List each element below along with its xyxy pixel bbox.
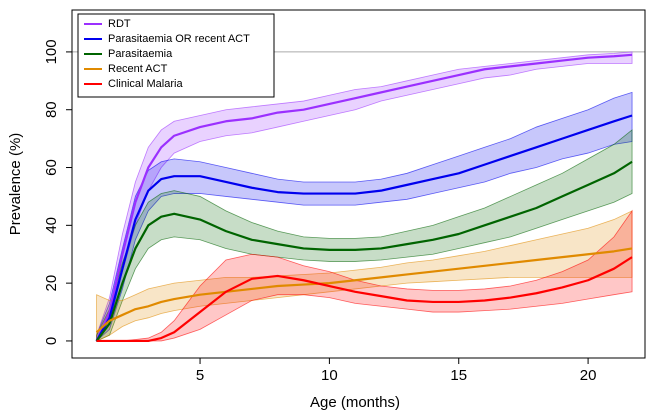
series-line bbox=[95, 247, 633, 334]
legend-label: Recent ACT bbox=[108, 63, 168, 75]
y-tick-label: 80 bbox=[43, 101, 60, 118]
y-tick-label: 100 bbox=[43, 39, 60, 64]
x-tick-label: 20 bbox=[580, 367, 597, 384]
confidence-band bbox=[96, 51, 633, 343]
y-tick-label: 40 bbox=[43, 217, 60, 234]
x-axis-label: Age (months) bbox=[310, 394, 400, 411]
y-tick-label: 60 bbox=[43, 159, 60, 176]
series-line bbox=[96, 256, 633, 343]
y-axis-label: Prevalence (%) bbox=[7, 133, 24, 236]
series-line bbox=[95, 160, 633, 342]
legend-box bbox=[77, 13, 275, 98]
legend-label: Parasitaemia OR recent ACT bbox=[108, 33, 250, 45]
x-tick-label: 5 bbox=[196, 367, 204, 384]
confidence-band bbox=[96, 209, 633, 342]
legend-label: Clinical Malaria bbox=[108, 78, 183, 90]
series-line bbox=[95, 114, 633, 342]
legend-label: RDT bbox=[108, 18, 131, 30]
x-tick-label: 10 bbox=[321, 367, 338, 384]
legend: RDT Parasitaemia OR recent ACT Parasitaemi… bbox=[77, 13, 275, 98]
plot-frame bbox=[71, 9, 646, 359]
legend-label: Parasitaemia bbox=[108, 48, 173, 60]
y-tick-label: 0 bbox=[43, 337, 60, 345]
x-tick-label: 15 bbox=[450, 367, 467, 384]
series-line bbox=[95, 53, 633, 342]
y-tick-label: 20 bbox=[43, 275, 60, 292]
confidence-band bbox=[96, 129, 633, 342]
